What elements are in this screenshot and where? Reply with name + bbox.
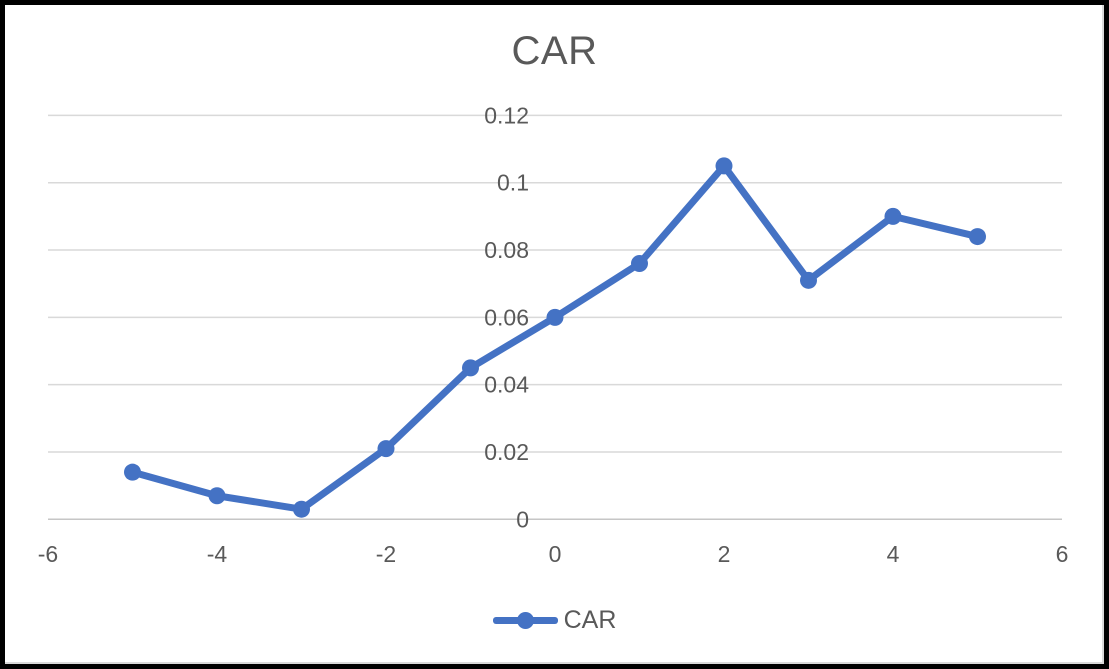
x-axis-tick-label: 4 <box>887 541 900 567</box>
data-point-marker <box>631 254 648 272</box>
x-axis-tick-label: -2 <box>376 541 396 567</box>
y-axis-tick-label: 0.04 <box>484 372 529 398</box>
data-point-marker <box>462 359 479 377</box>
data-point-marker <box>293 500 310 518</box>
data-point-marker <box>884 207 902 225</box>
y-axis-tick-label: 0.02 <box>484 439 529 465</box>
data-point-marker <box>969 228 986 246</box>
chart-legend: CAR <box>5 606 1104 635</box>
chart-title: CAR <box>511 29 598 73</box>
x-axis-tick-label: 6 <box>1056 541 1069 567</box>
series-line-CAR <box>129 162 981 513</box>
data-point-marker <box>800 271 817 289</box>
line-chart-plot: 0 0.02 0.04 0.06 0.08 0.1 0.12 -6 -4 -2 0 2 4 6 <box>38 102 1069 567</box>
y-axis-tick-label: 0 <box>516 506 529 532</box>
legend-series-label: CAR <box>563 606 617 634</box>
x-axis-tick-label: -4 <box>207 541 228 567</box>
x-axis-tick-label: -6 <box>38 541 58 567</box>
y-axis-tick-label: 0.1 <box>497 170 529 196</box>
y-axis-tick-label: 0.08 <box>484 237 529 263</box>
legend-dot-icon <box>516 612 534 629</box>
y-axis-tick-label: 0.12 <box>484 102 529 128</box>
data-point-marker <box>377 440 395 458</box>
data-point-marker <box>208 487 226 505</box>
data-point-marker <box>546 308 564 326</box>
y-axis-tick-label: 0.06 <box>484 304 529 330</box>
x-axis-tick-label: 2 <box>718 541 731 567</box>
data-point-marker <box>124 463 141 481</box>
legend-line-marker-icon <box>492 612 558 629</box>
x-axis-tick-label: 0 <box>549 541 562 567</box>
data-point-marker <box>715 157 733 175</box>
